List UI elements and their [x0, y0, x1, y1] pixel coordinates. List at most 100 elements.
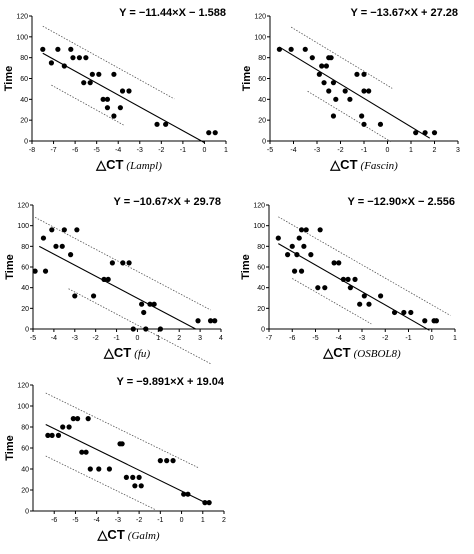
regression-line [279, 46, 431, 139]
data-point [391, 309, 398, 316]
regression-equation: Y = −12.90×X − 2.556 [348, 196, 455, 208]
x-axis-title-gene: Lampl [129, 160, 158, 172]
data-point [181, 491, 187, 497]
y-tick-label: 120 [17, 383, 29, 390]
data-point [433, 318, 439, 324]
data-point [315, 285, 321, 291]
data-point [342, 88, 348, 94]
y-tick-label: 100 [17, 223, 29, 230]
data-point [70, 416, 76, 422]
x-tick-label: -1 [405, 335, 411, 342]
data-point [354, 71, 360, 77]
regression-line [278, 243, 430, 331]
data-point [321, 80, 327, 86]
y-axis-title: Time [4, 254, 16, 279]
data-point [326, 88, 332, 94]
data-point [378, 293, 384, 299]
data-point [147, 301, 153, 307]
x-axis-title-close-paren: ) [145, 348, 150, 360]
regression-equation: Y = −11.44×X − 1.588 [119, 7, 226, 19]
data-point [212, 318, 218, 324]
x-tick-label: -6 [51, 517, 57, 524]
x-axis-title: △CT (Galm) [96, 527, 159, 542]
data-point [40, 46, 46, 52]
x-axis-title-main: △CT [329, 157, 357, 172]
x-tick-label: 1 [201, 517, 205, 524]
y-tick-label: 100 [254, 34, 266, 41]
data-point [330, 113, 337, 119]
y-tick-label: 120 [16, 14, 28, 21]
y-tick-label: 120 [17, 203, 29, 210]
x-tick-label: -4 [290, 147, 296, 154]
x-tick-label: -3 [115, 517, 121, 524]
y-tick-label: 40 [20, 97, 28, 104]
x-axis-title-gene: fu [138, 348, 147, 360]
data-point [119, 88, 126, 94]
data-point [361, 293, 367, 299]
data-point [317, 227, 323, 233]
data-point [53, 243, 59, 249]
data-point [357, 301, 363, 307]
data-point [366, 88, 372, 94]
lower-prediction-band [51, 84, 125, 126]
data-point [157, 326, 164, 332]
y-tick-label: 120 [254, 14, 266, 21]
data-point [336, 260, 342, 266]
x-axis-title: △CT (Lampl) [95, 157, 162, 172]
y-tick-label: 40 [257, 285, 265, 292]
data-point [119, 441, 125, 447]
data-point [81, 80, 87, 86]
data-point [130, 474, 136, 480]
data-point [83, 449, 89, 455]
data-point [340, 276, 346, 282]
x-tick-label: -2 [158, 147, 164, 154]
data-point [104, 96, 111, 102]
x-tick-label: -6 [289, 335, 295, 342]
x-tick-label: 0 [180, 517, 184, 524]
data-point [87, 80, 93, 86]
data-point [328, 55, 334, 61]
y-tick-label: 0 [262, 139, 266, 146]
data-point [68, 46, 74, 52]
data-point [126, 88, 132, 94]
x-tick-label: 4 [219, 335, 223, 342]
y-axis-title: Time [3, 66, 15, 91]
x-axis-title-gene: OSBOL8 [357, 348, 397, 360]
data-point [55, 432, 62, 438]
data-point [298, 227, 305, 233]
x-tick-label: -1 [180, 147, 186, 154]
data-point [309, 55, 315, 61]
y-axis-title: Time [240, 254, 252, 279]
data-point [117, 105, 123, 111]
regression-equation: Y = −10.67×X + 29.78 [114, 196, 221, 208]
data-point [206, 500, 212, 506]
x-tick-label: -1 [361, 147, 367, 154]
data-point [401, 309, 407, 316]
upper-prediction-band [45, 392, 199, 469]
data-point [60, 424, 66, 430]
lower-prediction-band [307, 90, 393, 143]
x-tick-label: -5 [312, 335, 318, 342]
x-tick-label: 0 [202, 147, 206, 154]
data-point [333, 96, 339, 102]
data-point [120, 260, 126, 266]
data-point [101, 276, 107, 282]
x-tick-label: 0 [430, 335, 434, 342]
data-point [89, 71, 95, 77]
x-axis-title-open-paren: ( [128, 530, 133, 542]
x-tick-label: -3 [359, 335, 365, 342]
y-tick-label: 40 [21, 467, 29, 474]
data-point [361, 71, 367, 77]
data-point [308, 252, 314, 258]
y-tick-label: 20 [21, 488, 29, 495]
y-tick-label: 60 [257, 265, 265, 272]
data-point [212, 130, 218, 136]
upper-prediction-band [278, 216, 451, 316]
x-tick-label: -4 [336, 335, 342, 342]
data-point [45, 432, 51, 438]
x-axis-title-open-paren: ( [126, 160, 131, 172]
data-point [347, 96, 353, 102]
y-tick-label: 40 [258, 97, 266, 104]
y-tick-label: 80 [258, 55, 266, 62]
upper-prediction-band [42, 25, 175, 100]
